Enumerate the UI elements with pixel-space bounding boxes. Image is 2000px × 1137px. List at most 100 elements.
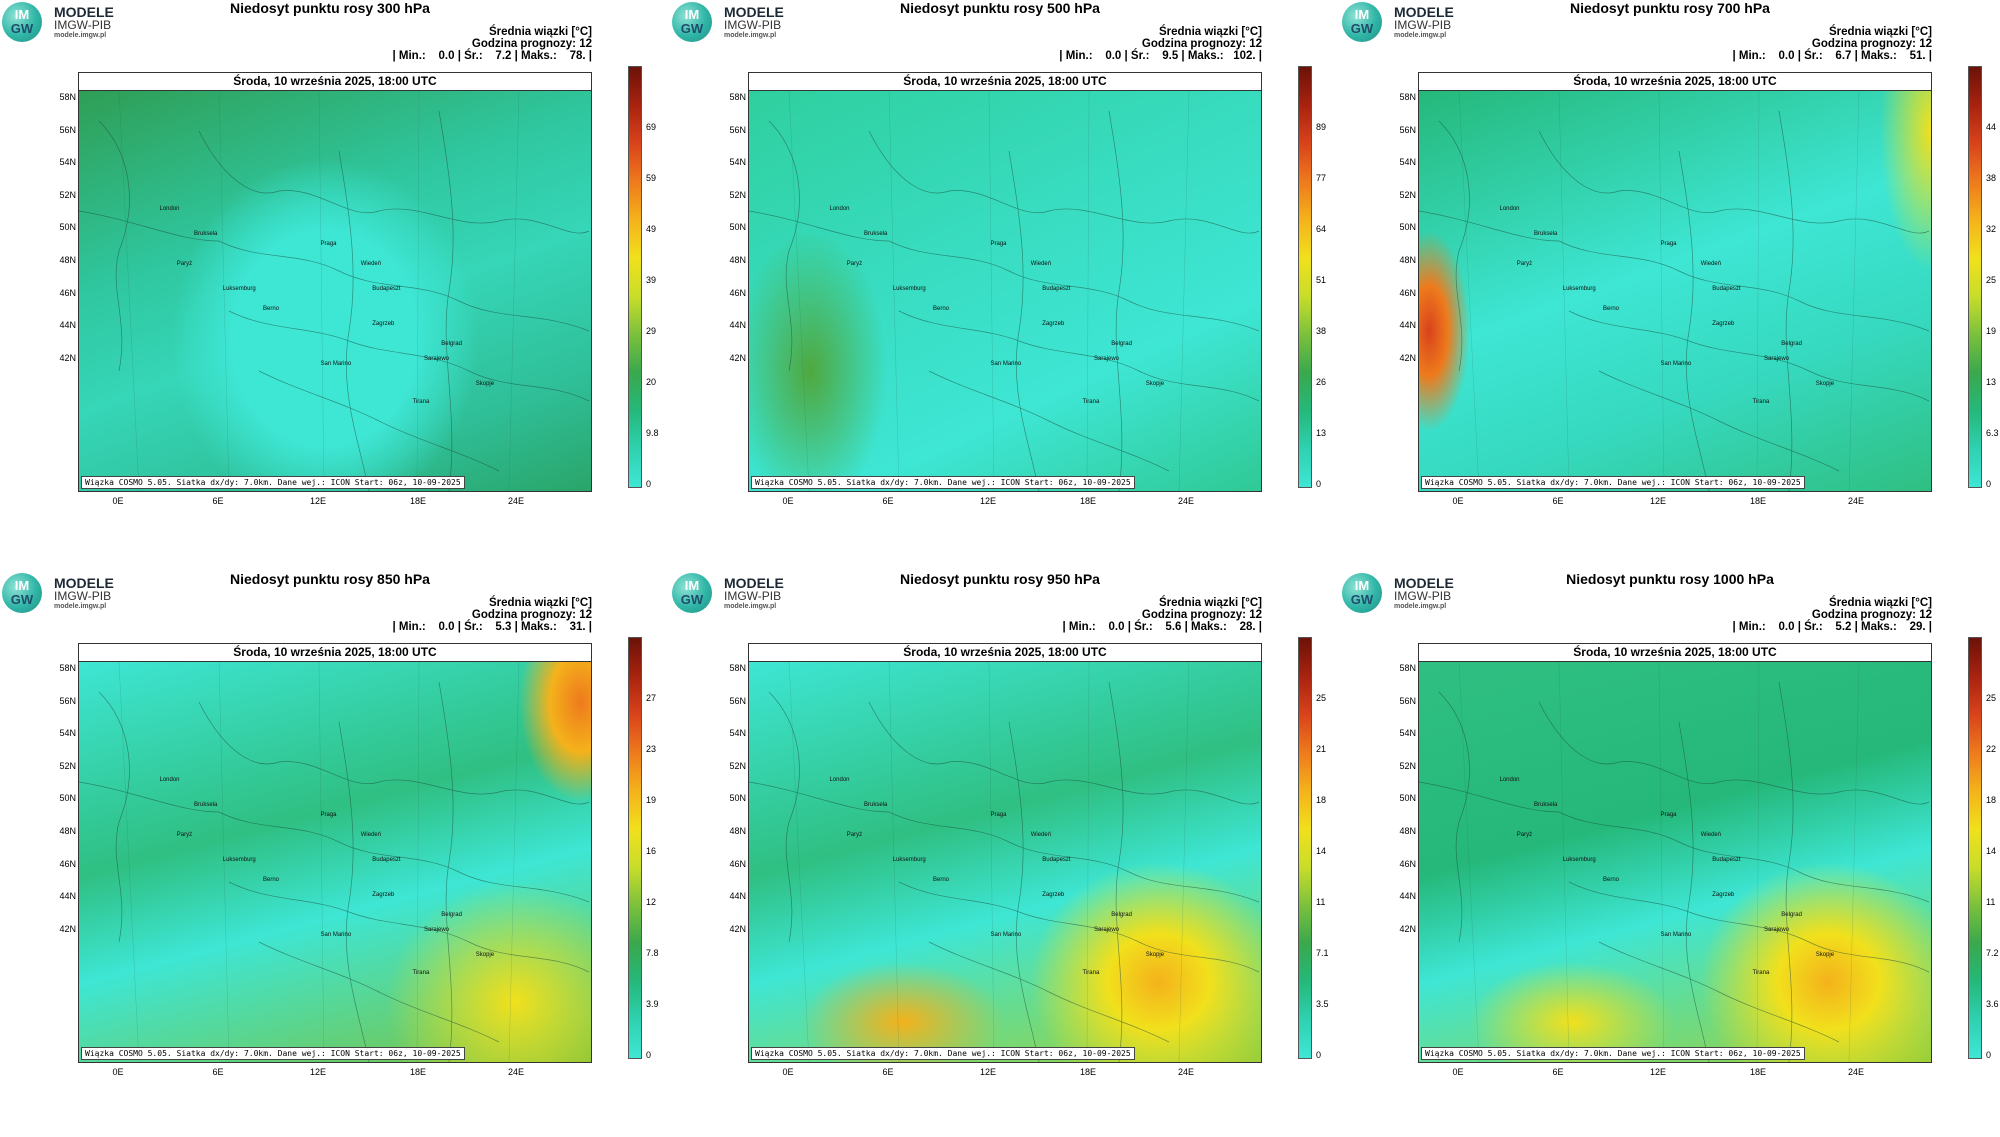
- lat-tick-label: 56N: [1399, 696, 1416, 706]
- lon-tick-label: 0E: [1452, 496, 1464, 506]
- city-label: San Marino: [1660, 932, 1692, 938]
- colorbar-tick-label: 20: [646, 377, 657, 387]
- city-label: Zagrzeb: [1712, 321, 1735, 327]
- map-footer: Wiązka COSMO 5.05. Siatka dx/dy: 7.0km. …: [81, 1047, 465, 1060]
- city-label: Belgrad: [1111, 341, 1132, 347]
- lat-tick-label: 56N: [59, 125, 76, 135]
- map-borders: [1419, 662, 1930, 1062]
- city-label: Luksemburg: [222, 857, 256, 863]
- map-date: Środa, 10 września 2025, 18:00 UTC: [1419, 644, 1931, 662]
- city-label: San Marino: [1660, 361, 1692, 367]
- colorbar-tick-label: 25: [1986, 275, 1997, 285]
- colorbar-tick-label: 7.2: [1986, 948, 1999, 958]
- city-label: London: [1499, 777, 1520, 783]
- colorbar-tick-label: 0: [1316, 1050, 1322, 1060]
- map-borders: [749, 662, 1260, 1062]
- chart-panel: IM GW MODELE IMGW-PIB modele.imgw.pl Nied…: [670, 0, 1330, 560]
- city-label: Berno: [1603, 877, 1620, 883]
- lon-tick-label: 0E: [782, 496, 794, 506]
- logo-url: modele.imgw.pl: [1394, 603, 1447, 610]
- lat-tick-label: 46N: [1399, 859, 1416, 869]
- city-label: Budapeszt: [1712, 286, 1741, 292]
- lat-tick-label: 56N: [729, 125, 746, 135]
- chart-panel: IM GW MODELE IMGW-PIB modele.imgw.pl Nied…: [1340, 0, 2000, 560]
- panel-title: Niedosyt punktu rosy 950 hPa: [900, 571, 1100, 587]
- city-label: London: [829, 777, 850, 783]
- logo-name: MODELE: [54, 4, 114, 20]
- logo-url: modele.imgw.pl: [1394, 32, 1447, 39]
- lat-tick-label: 46N: [1399, 288, 1416, 298]
- lat-tick-label: 56N: [59, 696, 76, 706]
- city-label: Luksemburg: [1562, 857, 1596, 863]
- lon-tick-label: 6E: [1552, 1067, 1564, 1077]
- lat-tick-label: 48N: [1399, 826, 1416, 836]
- lat-tick-label: 58N: [729, 663, 746, 673]
- logo-name: MODELE: [1394, 575, 1454, 591]
- lon-tick-label: 24E: [507, 1067, 524, 1077]
- colorbar-tick-label: 0: [646, 479, 652, 489]
- city-label: Berno: [933, 877, 950, 883]
- city-label: Berno: [1603, 306, 1620, 312]
- lat-tick-label: 48N: [59, 255, 76, 265]
- colorbar-tick-label: 39: [646, 275, 657, 285]
- colorbar-tick-label: 25: [1316, 693, 1327, 703]
- chart-panel: IM GW MODELE IMGW-PIB modele.imgw.pl Nied…: [670, 571, 1330, 1131]
- city-label: Bruksela: [1534, 802, 1558, 808]
- ensemble-info: Średnia wiązki [°C] Godzina prognozy: 12…: [1732, 26, 1933, 62]
- lat-tick-label: 50N: [59, 793, 76, 803]
- lon-tick-label: 12E: [309, 496, 326, 506]
- city-label: Skopje: [1145, 381, 1165, 387]
- lat-tick-label: 50N: [1399, 793, 1416, 803]
- map-date: Środa, 10 września 2025, 18:00 UTC: [1419, 73, 1931, 91]
- colorbar-tick-label: 38: [1986, 173, 1997, 183]
- map-date: Środa, 10 września 2025, 18:00 UTC: [79, 644, 591, 662]
- colorbar-tick-label: 51: [1316, 275, 1327, 285]
- city-label: Luksemburg: [1562, 286, 1596, 292]
- logo-subtitle: IMGW-PIB: [1394, 589, 1452, 603]
- lat-tick-label: 48N: [59, 826, 76, 836]
- colorbar-tick-label: 7.8: [646, 948, 659, 958]
- city-label: Zagrzeb: [1042, 321, 1065, 327]
- map-footer: Wiązka COSMO 5.05. Siatka dx/dy: 7.0km. …: [751, 1047, 1135, 1060]
- colorbar-tick-label: 21: [1316, 744, 1327, 754]
- lon-tick-label: 6E: [1552, 496, 1564, 506]
- colorbar-tick-label: 7.1: [1316, 948, 1329, 958]
- logo-url: modele.imgw.pl: [54, 32, 107, 39]
- lon-tick-label: 18E: [1079, 1067, 1096, 1077]
- lat-tick-label: 50N: [59, 222, 76, 232]
- map-field: London Bruksela Paryż Luksemburg Praga Wiedeń…: [1419, 91, 1931, 491]
- city-label: Bruksela: [194, 231, 218, 237]
- map-field: London Bruksela Paryż Luksemburg Praga Wiedeń…: [79, 662, 591, 1062]
- lat-tick-label: 46N: [59, 288, 76, 298]
- lon-tick-label: 18E: [1749, 1067, 1766, 1077]
- ensemble-info: Średnia wiązki [°C] Godzina prognozy: 12…: [1062, 597, 1263, 633]
- colorbar-tick-label: 12: [646, 897, 657, 907]
- lat-tick-label: 54N: [59, 728, 76, 738]
- colorbar-tick-label: 32: [1986, 224, 1997, 234]
- lat-tick-label: 44N: [729, 891, 746, 901]
- lat-tick-label: 44N: [1399, 891, 1416, 901]
- lon-tick-label: 6E: [882, 1067, 894, 1077]
- city-label: Wiedeń: [1700, 261, 1722, 267]
- map-borders: [1419, 91, 1930, 491]
- city-label: Paryż: [846, 832, 863, 838]
- lon-tick-label: 18E: [1079, 496, 1096, 506]
- imgw-logo: IM GW MODELE IMGW-PIB modele.imgw.pl: [672, 573, 822, 615]
- city-label: Praga: [1660, 241, 1677, 247]
- city-label: London: [159, 206, 180, 212]
- colorbar-tick-label: 3.9: [646, 999, 659, 1009]
- lat-tick-label: 56N: [729, 696, 746, 706]
- colorbar-tick-label: 26: [1316, 377, 1327, 387]
- lat-tick-label: 42N: [59, 353, 76, 363]
- logo-subtitle: IMGW-PIB: [724, 589, 782, 603]
- city-label: Berno: [263, 306, 280, 312]
- forecast-map: Środa, 10 września 2025, 18:00 UTC: [1418, 643, 1932, 1063]
- lon-tick-label: 12E: [979, 1067, 996, 1077]
- colorbar-tick-label: 27: [646, 693, 657, 703]
- city-label: Praga: [990, 812, 1007, 818]
- ensemble-info: Średnia wiązki [°C] Godzina prognozy: 12…: [392, 597, 593, 633]
- lat-tick-label: 58N: [729, 92, 746, 102]
- lat-tick-label: 58N: [59, 92, 76, 102]
- city-label: Belgrad: [1781, 341, 1802, 347]
- logo-name: MODELE: [1394, 4, 1454, 20]
